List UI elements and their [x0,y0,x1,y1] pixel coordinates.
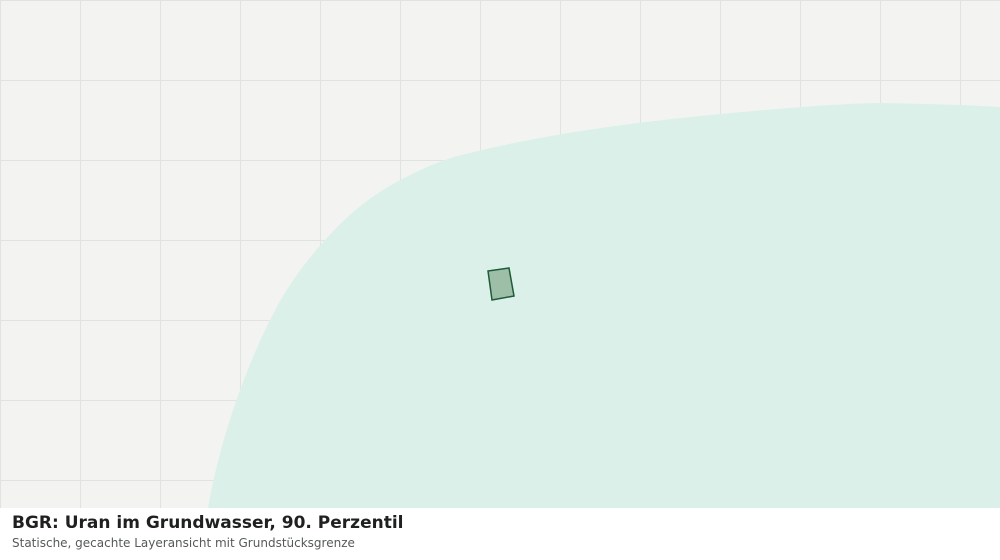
uranium-layer-area [208,103,1000,508]
title: BGR: Uran im Grundwasser, 90. Perzentil [12,513,404,533]
subtitle: Statische, gecachte Layeransicht mit Gru… [12,536,355,550]
parcel-boundary [487,267,515,301]
map [0,0,1000,508]
caption: BGR: Uran im Grundwasser, 90. Perzentil … [12,512,404,552]
